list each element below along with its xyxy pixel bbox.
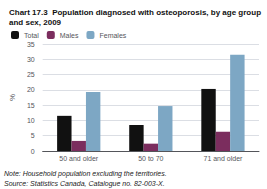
svg-text:50 to 70: 50 to 70 [138,155,163,162]
svg-text:Males: Males [60,32,79,39]
svg-text:Source: Statistics Canada, Cat: Source: Statistics Canada, Catalogue no.… [4,180,165,188]
svg-text:Total: Total [24,32,39,39]
svg-text:5: 5 [31,132,35,139]
svg-text:Females: Females [99,32,126,39]
svg-text:30: 30 [27,56,35,63]
svg-text:10: 10 [27,117,35,124]
svg-text:Chart 17.3 Population diagnos: Chart 17.3 Population diagnosed with ost… [9,8,263,17]
svg-text:and sex, 2009: and sex, 2009 [9,18,62,27]
svg-text:25: 25 [27,71,35,78]
svg-text:0: 0 [31,148,35,155]
svg-text:35: 35 [27,41,35,48]
svg-text:%: % [8,94,17,101]
svg-text:71 and older: 71 and older [203,155,243,162]
svg-text:50 and older: 50 and older [59,155,99,162]
svg-text:20: 20 [27,86,35,93]
svg-text:15: 15 [27,102,35,109]
svg-text:Note: Household population exc: Note: Household population excluding the… [4,170,167,178]
